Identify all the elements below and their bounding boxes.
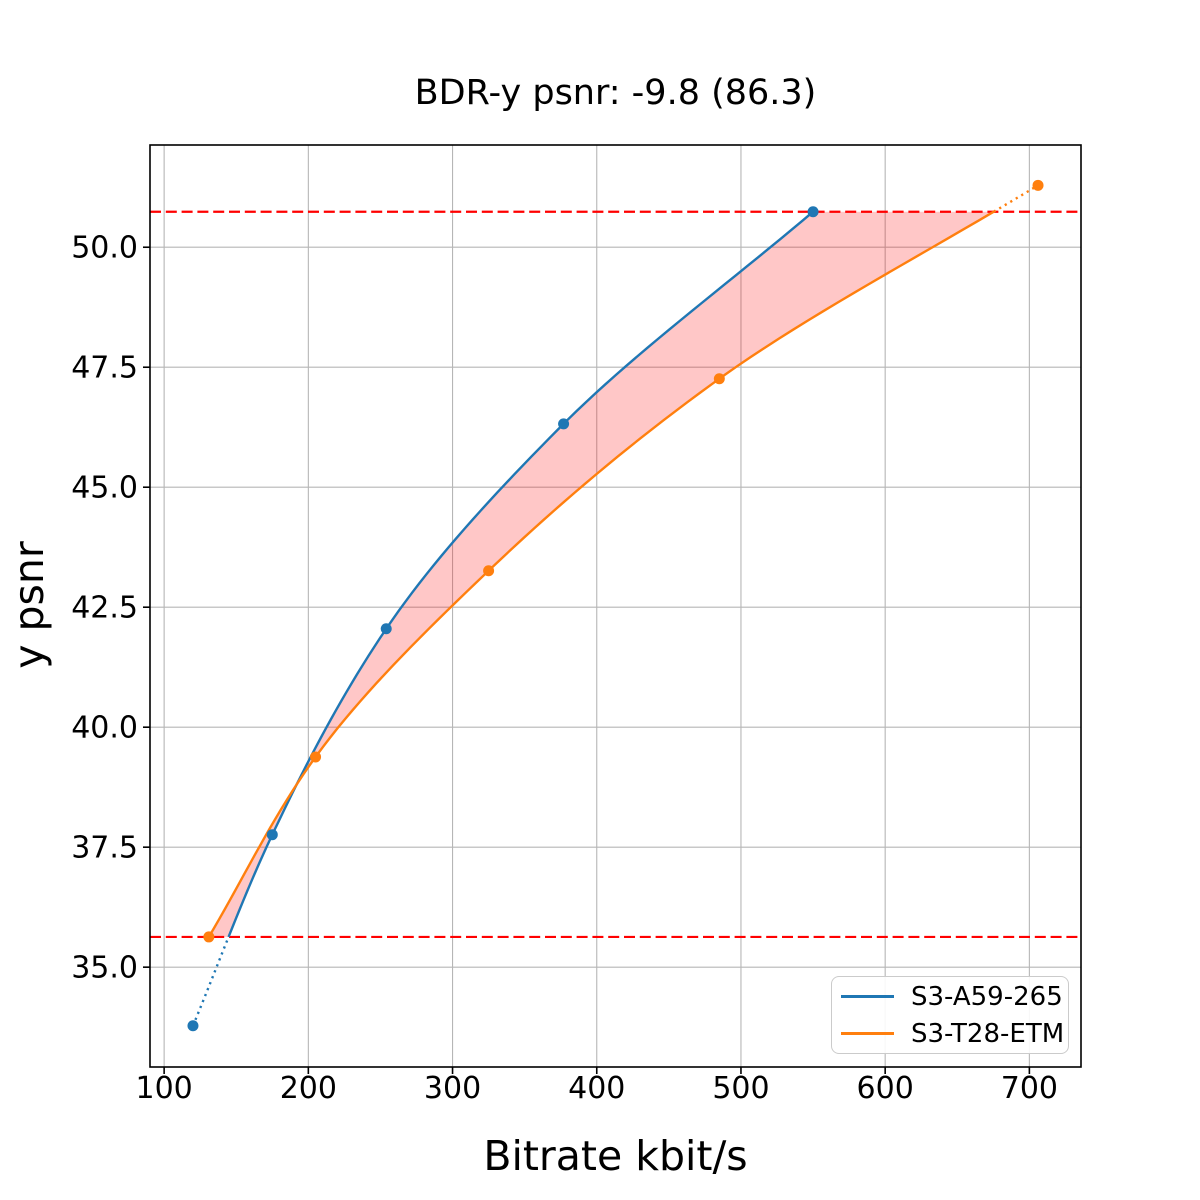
chart-title: BDR-y psnr: -9.8 (86.3): [414, 73, 817, 113]
y-tick-label-50.0: 50.0: [71, 231, 138, 266]
legend-line-sample: [841, 995, 894, 998]
legend-label: S3-T28-ETM: [911, 1018, 1065, 1049]
series-line-S3-T28-ETM: [207, 210, 995, 938]
bd-fill-region: [208, 211, 994, 937]
x-tick-label-300: 300: [424, 1071, 481, 1106]
series-line-S3-A59-265: [227, 210, 814, 938]
x-axis-label: Bitrate kbit/s: [483, 1132, 748, 1180]
data-point-S3-T28-ETM-325: [483, 565, 495, 577]
axes-spines: [149, 144, 1082, 1068]
y-tick-label-40.0: 40.0: [71, 711, 138, 746]
data-point-S3-A59-265-254: [380, 623, 392, 635]
x-tick-label-100: 100: [135, 1071, 192, 1106]
y-tick-label-45.0: 45.0: [71, 471, 138, 506]
legend-item: S3-T28-ETM: [832, 1015, 1068, 1052]
y-tick-label-37.5: 37.5: [71, 831, 138, 866]
x-tick-label-400: 400: [568, 1071, 625, 1106]
data-point-S3-A59-265-175: [266, 829, 278, 841]
data-point-S3-A59-265-377: [558, 418, 570, 430]
data-point-S3-A59-265-120: [187, 1020, 199, 1032]
data-point-S3-T28-ETM-205: [310, 751, 322, 763]
data-point-S3-T28-ETM-706: [1032, 179, 1044, 191]
legend-item: S3-A59-265: [832, 978, 1068, 1015]
series-line-dotted-S3-A59-265: [191, 936, 230, 1027]
x-tick-label-700: 700: [1001, 1071, 1058, 1106]
x-tick-label-600: 600: [857, 1071, 914, 1106]
y-axis-label: y psnr: [5, 541, 53, 669]
series-line-dotted-S3-T28-ETM: [993, 184, 1039, 213]
x-tick-label-200: 200: [280, 1071, 337, 1106]
legend: S3-A59-265 S3-T28-ETM: [831, 976, 1069, 1054]
y-tick-label-35.0: 35.0: [71, 951, 138, 986]
y-tick-label-42.5: 42.5: [71, 591, 138, 626]
legend-line-sample: [841, 1032, 894, 1035]
y-tick-label-47.5: 47.5: [71, 351, 138, 386]
x-tick-label-500: 500: [712, 1071, 769, 1106]
data-point-S3-A59-265-550: [807, 206, 819, 218]
data-point-S3-T28-ETM-485: [713, 373, 725, 385]
legend-label: S3-A59-265: [911, 981, 1063, 1012]
data-point-S3-T28-ETM-131: [203, 931, 215, 943]
